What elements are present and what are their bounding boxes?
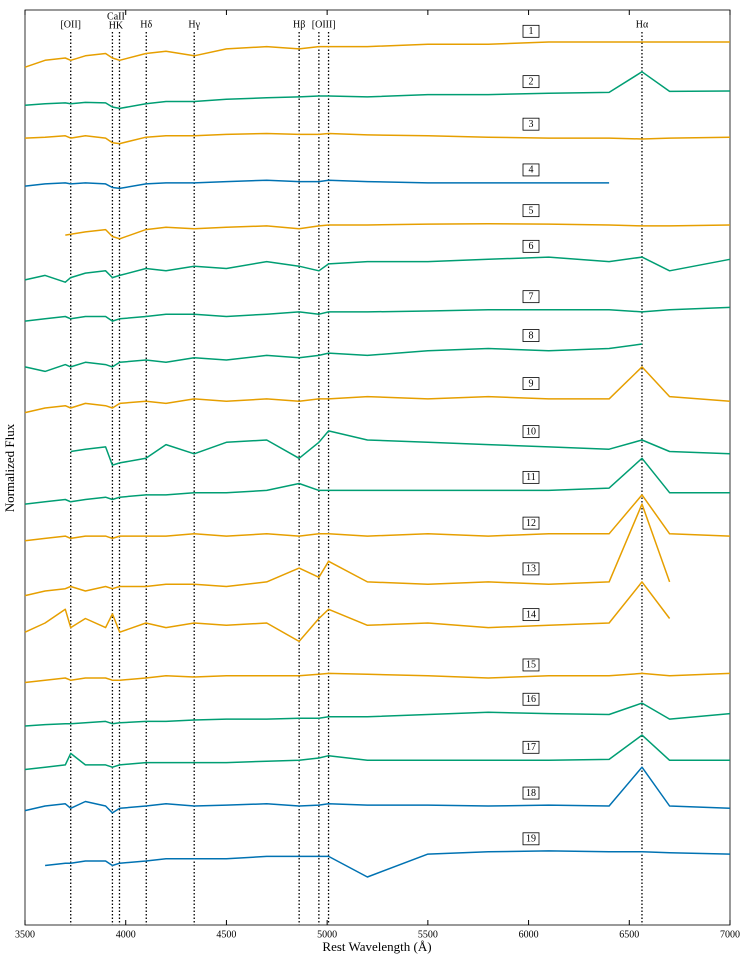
spectrum-label-box [522,239,540,253]
spectrum [24,306,731,322]
spectrum [70,430,731,466]
spectrum-label-box [522,562,540,576]
spectrum-label-box [522,75,540,89]
spectrum-label-box [522,425,540,439]
spectrum [24,366,731,414]
feature-label: Hγ [188,19,200,30]
feature-label: Hδ [140,19,152,30]
x-tick-label: 4500 [216,929,236,940]
plot-frame [24,9,731,926]
spectrum-label: 8 [529,330,534,341]
spectrum [65,222,731,240]
spectrum-label-box [522,470,540,484]
feature-label: CaII [107,11,125,22]
spectrum-label: 3 [529,119,534,130]
spectrum-label-box [522,329,540,342]
spectrum-label-box [522,377,540,390]
spectrum-label-box [522,608,540,622]
feature-label: [OIII] [312,19,336,30]
feature-label: Hα [636,19,649,30]
spectrum-label: 4 [529,165,534,176]
spectrum-label: 15 [526,660,536,671]
spectrum-label-box [522,163,540,177]
spectrum [24,494,731,542]
spectrum-label: 2 [529,76,534,87]
x-axis-label: Rest Wavelength (Å) [322,939,431,954]
spectrum [45,850,731,878]
x-tick-label: 4000 [116,929,136,940]
spectrum-label-box [522,786,540,800]
spectrum-label: 19 [526,834,536,845]
feature-label: [OII] [60,19,81,30]
spectrum-label-box [522,24,540,38]
spectrum [24,41,730,68]
spectrum-label: 7 [529,291,534,302]
spectrum-label-box [522,290,540,304]
spectrum-label: 1 [529,26,534,37]
spectrum-label: 6 [529,241,534,252]
spectrum-label-box [522,832,540,846]
x-tick-label: 5500 [418,929,438,940]
x-tick-label: 3500 [15,929,35,940]
spectrum-label-box [522,117,540,131]
spectrum-label: 13 [526,564,536,575]
spectrum-label: 9 [529,378,534,389]
x-tick-label: 6000 [519,929,539,940]
spectrum-label: 14 [526,609,536,620]
spectrum [24,179,610,190]
y-axis-label: Normalized Flux [2,423,17,512]
spectrum-label-box [522,204,540,218]
x-tick-label: 7000 [720,929,740,940]
spectrum-label-box [522,516,540,530]
spectrum [24,457,730,505]
spectrum [24,71,731,110]
spectrum [24,256,731,283]
spectrum-label: 16 [526,694,536,705]
x-tick-label: 5000 [317,929,337,940]
spectrum [24,766,731,814]
spectrum [24,702,731,727]
spectrum-label: 17 [526,742,536,753]
spectrum-label: 11 [526,472,536,483]
spectrum-label: 5 [529,205,534,216]
spectrum-label: 10 [526,426,536,437]
spectrum [24,343,643,373]
spectrum [24,672,731,684]
spectrum [24,734,730,771]
spectrum-label: 12 [526,518,536,529]
feature-sublabel: HK [109,20,124,31]
spectrum-label: 18 [526,788,536,799]
x-tick-label: 6500 [619,929,639,940]
spectrum [24,581,671,643]
feature-label: Hβ [293,19,305,30]
spectrum [24,132,731,145]
spectrum-label-box [522,692,540,706]
spectrum-label-box [522,658,540,672]
spectrum [24,503,671,597]
spectrum-label-box [522,740,540,754]
